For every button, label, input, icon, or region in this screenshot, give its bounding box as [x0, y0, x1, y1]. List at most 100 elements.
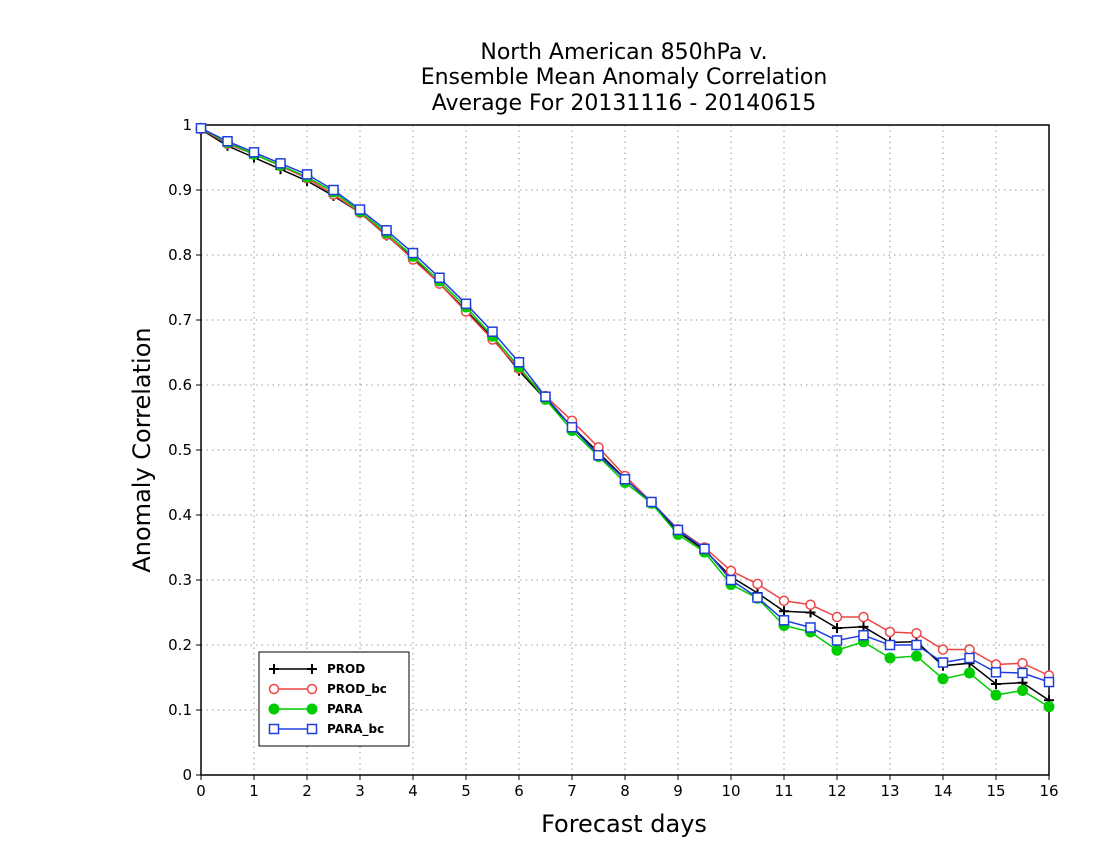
y-tick-label: 0.9	[168, 181, 192, 199]
data-point-para-bc	[752, 592, 763, 603]
data-point-para	[884, 652, 896, 664]
data-point-prod-bc	[911, 628, 922, 639]
legend-marker-para	[268, 703, 280, 715]
x-tick-label: 0	[196, 782, 206, 800]
data-point-prod-bc	[884, 626, 896, 638]
data-point-para-bc	[195, 123, 207, 134]
data-point-para	[831, 644, 843, 656]
x-tick-label: 16	[1039, 782, 1058, 800]
x-tick-label: 10	[721, 782, 740, 800]
y-tick-label: 0.7	[168, 311, 192, 329]
data-point-para-bc	[646, 496, 657, 508]
data-point-prod-bc	[725, 565, 737, 577]
legend-marker-prod	[307, 664, 317, 674]
chart-title-line-3: Average For 20131116 - 20140615	[432, 91, 817, 116]
data-point-para-bc	[354, 204, 366, 215]
data-point-prod-bc	[1017, 657, 1028, 669]
data-point-para	[1017, 685, 1028, 696]
data-point-para-bc	[566, 422, 578, 433]
y-tick-label: 0.8	[168, 246, 192, 264]
data-point-prod-bc	[831, 611, 843, 623]
data-point-para-bc	[964, 652, 975, 664]
data-point-para-bc	[328, 184, 339, 196]
data-point-para-bc	[805, 622, 816, 633]
data-point-para-bc	[222, 136, 233, 147]
data-point-para-bc	[593, 449, 604, 461]
x-tick-label: 11	[774, 782, 793, 800]
legend-marker-para-bc	[306, 723, 318, 735]
y-tick-label: 1	[182, 116, 192, 134]
data-point-para-bc	[248, 147, 260, 158]
y-axis-label: Anomaly Correlation	[128, 327, 156, 572]
legend-marker-prod-bc	[268, 683, 280, 695]
y-tick-label: 0	[182, 766, 192, 784]
data-point-para-bc	[858, 630, 869, 641]
data-point-prod-bc	[964, 644, 975, 655]
data-point-para-bc	[937, 657, 949, 668]
legend-marker-prod-bc	[306, 683, 318, 695]
data-point-para-bc	[1017, 667, 1028, 679]
legend-box	[258, 651, 410, 747]
x-tick-label: 4	[408, 782, 418, 800]
data-point-para-bc	[275, 158, 286, 169]
y-tick-label: 0.2	[168, 636, 192, 654]
y-tick-label: 0.5	[168, 441, 192, 459]
data-point-prod-bc	[937, 644, 949, 655]
x-tick-label: 1	[249, 782, 259, 800]
legend-item-para: PARA	[268, 702, 363, 716]
data-point-para-bc	[672, 524, 684, 536]
legend-item-prod-bc: PROD_bc	[268, 682, 387, 697]
data-point-prod-bc	[805, 599, 816, 610]
data-point-para-bc	[990, 667, 1002, 678]
series-layer	[195, 122, 1055, 713]
x-axis-label: Forecast days	[541, 810, 707, 838]
data-point-prod-bc	[752, 578, 763, 590]
x-tick-label: 14	[933, 782, 952, 800]
data-point-para	[911, 650, 922, 662]
x-tick-label: 12	[827, 782, 846, 800]
data-point-para-bc	[1043, 676, 1055, 688]
y-tick-label: 0.3	[168, 571, 192, 589]
data-point-para-bc	[911, 639, 922, 651]
data-point-para-bc	[699, 543, 710, 555]
data-point-para	[990, 689, 1002, 701]
y-tick-label: 0.6	[168, 376, 192, 394]
data-point-para-bc	[381, 225, 392, 236]
legend-label-prod: PROD	[327, 662, 365, 676]
data-point-prod	[779, 606, 789, 617]
y-tick-label: 0.1	[168, 701, 192, 719]
x-tick-label: 9	[673, 782, 683, 800]
y-tick-label: 0.4	[168, 506, 192, 524]
data-point-para-bc	[301, 169, 313, 180]
x-tick-label: 7	[567, 782, 577, 800]
legend-marker-para	[306, 703, 318, 715]
x-tick-label: 6	[514, 782, 524, 800]
legend-label-para: PARA	[327, 702, 363, 716]
axis-ticks: 0 1 2 3 4 5 6 7 8 9 10 11 12 13 14 15 1600.10.20.30.40.5…	[168, 116, 1058, 800]
grid	[201, 125, 1049, 775]
data-point-para	[937, 673, 949, 685]
x-tick-label: 3	[355, 782, 365, 800]
legend-item-prod: PROD	[269, 662, 365, 676]
chart-title-line-1: North American 850hPa v.	[480, 40, 767, 65]
legend-marker-prod	[269, 664, 279, 674]
data-point-para-bc	[513, 357, 525, 368]
x-tick-label: 2	[302, 782, 312, 800]
legend-label-para-bc: PARA_bc	[327, 722, 384, 737]
legend: PROD PROD_bc PARA PARA_bc	[258, 651, 410, 747]
x-tick-label: 13	[880, 782, 899, 800]
legend-label-prod-bc: PROD_bc	[327, 682, 387, 697]
chart-title-line-2: Ensemble Mean Anomaly Correlation	[421, 65, 828, 90]
legend-item-para-bc: PARA_bc	[268, 722, 384, 737]
legend-marker-para-bc	[268, 723, 280, 735]
data-point-para-bc	[434, 272, 445, 283]
data-point-para-bc	[831, 635, 843, 646]
data-point-para-bc	[460, 298, 472, 309]
data-point-para	[1043, 701, 1055, 713]
data-point-para	[964, 667, 975, 679]
x-tick-label: 8	[620, 782, 630, 800]
data-point-para-bc	[407, 247, 419, 259]
data-point-prod	[832, 623, 842, 634]
